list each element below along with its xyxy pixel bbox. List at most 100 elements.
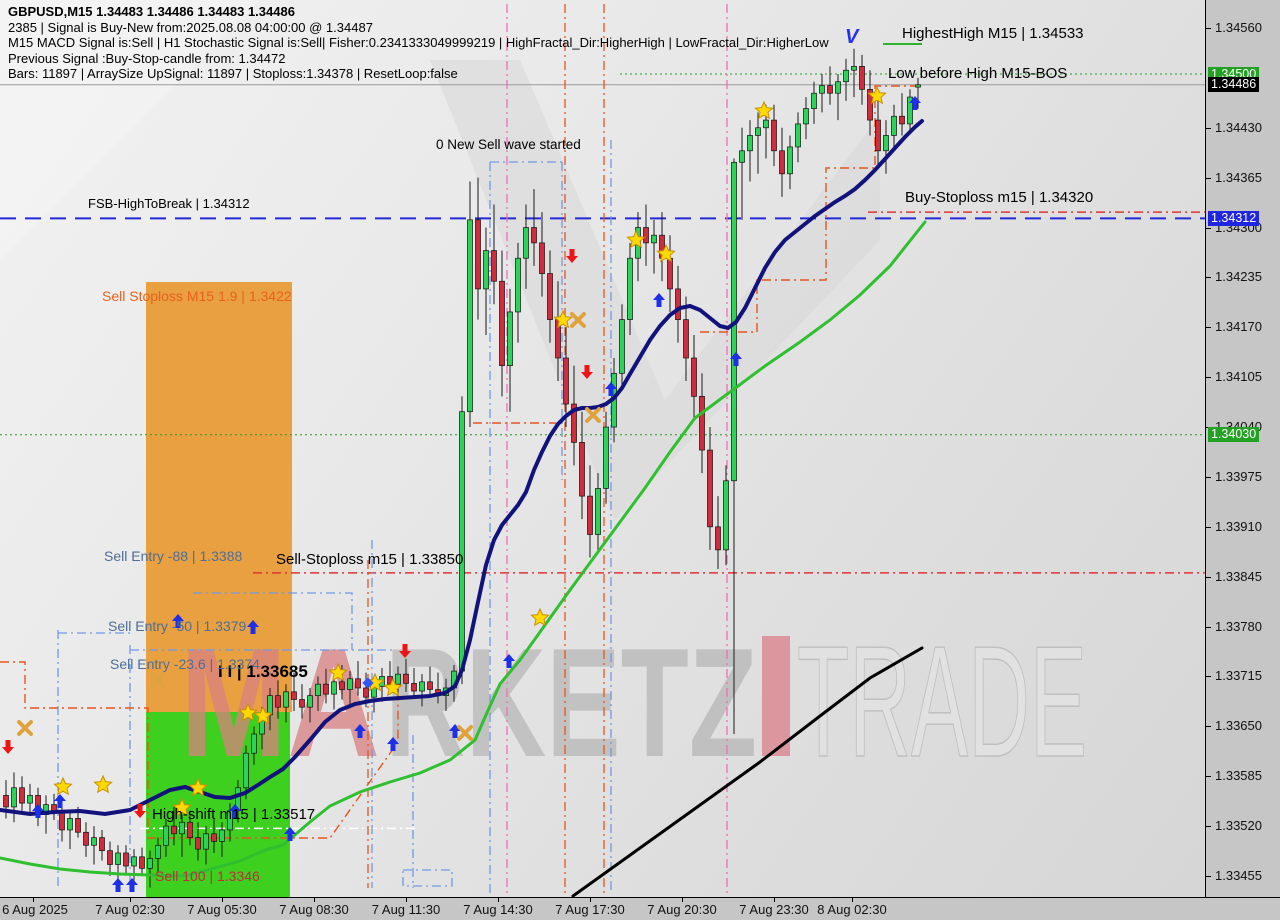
- bear-candle: [51, 804, 57, 812]
- bars-price-label: I I | 1.33685: [218, 662, 308, 681]
- bull-candle: [835, 81, 841, 94]
- price-tick: [1206, 826, 1211, 828]
- bull-candle: [347, 678, 353, 690]
- time-axis-label: 7 Aug 05:30: [187, 902, 257, 917]
- trade-zones: [146, 282, 292, 897]
- time-axis-label: 7 Aug 17:30: [555, 902, 625, 917]
- price-tick: [1206, 875, 1211, 877]
- bull-candle: [147, 857, 153, 869]
- bull-candle: [219, 829, 225, 842]
- bear-candle: [139, 856, 145, 869]
- bull-candle: [627, 257, 633, 320]
- fractal-guides: [58, 161, 562, 887]
- time-axis[interactable]: 6 Aug 2025 7 Aug 02:30 7 Aug 05:30 7 Aug 08…: [0, 897, 1280, 920]
- bear-candle: [707, 449, 713, 528]
- time-axis-label: 7 Aug 08:30: [279, 902, 349, 917]
- bull-candle: [203, 833, 209, 850]
- guide-line: [193, 592, 353, 650]
- bear-candle: [291, 691, 297, 700]
- star-signal-icon: [530, 607, 550, 627]
- bear-candle: [403, 673, 409, 684]
- sell-arrow-icon: [581, 365, 593, 379]
- time-tick: [314, 898, 315, 902]
- bull-candle: [755, 127, 761, 136]
- buy-arrow-icon: [112, 878, 124, 892]
- high-shift-label: High-shift m15 | 1.33517: [152, 806, 316, 823]
- bear-candle: [427, 681, 433, 690]
- level-lines: [0, 43, 1205, 830]
- bull-candle: [915, 84, 921, 88]
- price-axis[interactable]: 1.34560 1.34430 1.34365 1.34300 1.34235 1.341…: [1205, 0, 1280, 897]
- price-tick: [1206, 676, 1211, 678]
- cross-signal-icon: [585, 407, 601, 423]
- star-signal-icon: [656, 243, 676, 263]
- bull-candle: [595, 488, 601, 535]
- bear-candle: [715, 526, 721, 551]
- price-tick: [1206, 28, 1211, 29]
- bear-candle: [275, 695, 281, 708]
- bear-candle: [99, 837, 105, 852]
- bear-candle: [531, 227, 537, 244]
- chart-info-header: GBPUSD,M15 1.34483 1.34486 1.34483 1.344…: [8, 4, 829, 82]
- sell-entry-88-label: Sell Entry -88 | 1.3388: [104, 548, 243, 564]
- price-tick: [1206, 177, 1211, 179]
- symbol-ohlc-line: GBPUSD,M15 1.34483 1.34486 1.34483 1.344…: [8, 4, 295, 19]
- star-signal-icon: [867, 85, 887, 105]
- star-signal-icon: [328, 662, 348, 682]
- buy-arrow-icon: [247, 620, 259, 634]
- bull-candle: [795, 123, 801, 148]
- bull-candle: [115, 852, 121, 865]
- sell-100-label: Sell 100 | 1.3346: [155, 868, 260, 884]
- navy-ma-line: [0, 119, 924, 817]
- price-tick: [1206, 127, 1211, 129]
- time-tick: [774, 898, 775, 902]
- bear-candle: [3, 795, 9, 808]
- bear-candle: [363, 687, 369, 698]
- bull-candle: [619, 319, 625, 374]
- price-tick: [1206, 776, 1211, 778]
- indicators-line: M15 MACD Signal is:Sell | H1 Stochastic …: [8, 35, 829, 50]
- bull-candle: [803, 108, 809, 125]
- buy-arrow-icon: [284, 827, 296, 841]
- price-axis-label: 1.33910: [1215, 518, 1262, 534]
- bull-candle: [67, 818, 73, 831]
- price-tick: [1206, 327, 1211, 329]
- price-axis-label: 1.34560: [1215, 20, 1262, 35]
- bull-candle: [747, 135, 753, 152]
- watermark: MA RKETZ TRADE: [180, 613, 1088, 791]
- bear-candle: [355, 678, 361, 689]
- sell-arrow-icon: [134, 804, 146, 818]
- previous-signal-line: Previous Signal :Buy-Stop-candle from: 1…: [8, 50, 286, 66]
- cross-signal-icon: [457, 725, 473, 741]
- bull-candle: [331, 681, 337, 695]
- moving-averages: [0, 119, 927, 898]
- star-signal-icon: [754, 100, 774, 120]
- black-ma-line: [571, 646, 924, 898]
- price-axis-label: 1.33845: [1215, 568, 1262, 584]
- bear-candle: [563, 357, 569, 405]
- cross-signal-icon: [17, 720, 33, 736]
- time-axis-label: 7 Aug 20:30: [647, 902, 717, 917]
- cross-signal-icon: [570, 312, 586, 328]
- sell-stoploss-zone: [146, 282, 292, 712]
- time-tick: [222, 898, 223, 902]
- bear-candle: [899, 115, 905, 125]
- bull-candle: [723, 480, 729, 551]
- price-badge-black: 1.34486: [1208, 77, 1260, 93]
- time-tick: [498, 898, 499, 902]
- buy-arrow-icon: [909, 96, 921, 110]
- bull-candle: [11, 787, 17, 808]
- price-tick: [1206, 476, 1211, 478]
- buy-arrow-icon: [354, 724, 366, 738]
- buy-arrow-icon: [387, 737, 399, 751]
- time-axis-label: 6 Aug 2025: [2, 902, 68, 917]
- bear-candle: [323, 683, 329, 695]
- time-tick: [590, 898, 591, 902]
- bull-candle: [907, 96, 913, 125]
- price-axis-label: 1.33520: [1215, 818, 1262, 834]
- buy-arrow-icon: [32, 804, 44, 818]
- bull-candle: [851, 66, 857, 71]
- price-axis-label: 1.33455: [1215, 867, 1262, 883]
- bull-candle: [467, 219, 473, 413]
